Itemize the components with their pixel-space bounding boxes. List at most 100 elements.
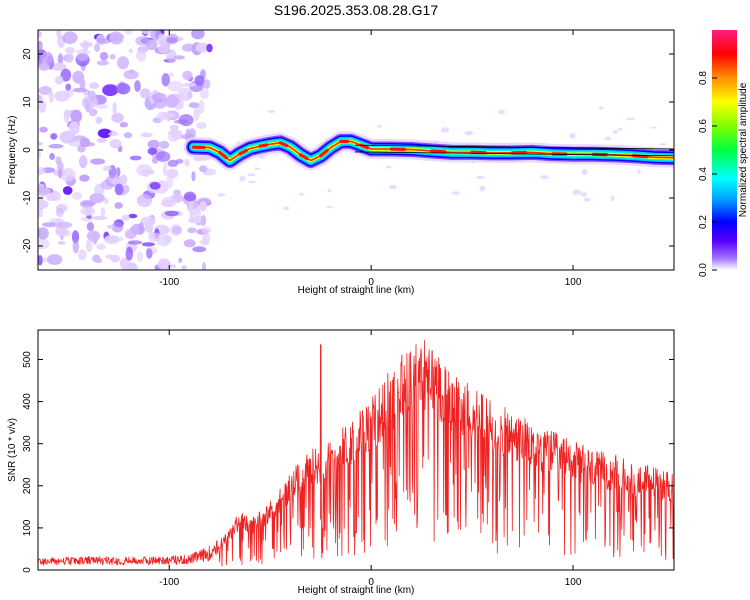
colorbar-tick-label: 0.2 — [698, 215, 709, 229]
noise-blob — [188, 199, 194, 212]
noise-blob — [104, 197, 109, 205]
snr-line — [38, 340, 674, 567]
noise-speckle — [239, 175, 246, 182]
noise-blob — [164, 210, 179, 217]
x-tick-label: 0 — [368, 577, 374, 588]
noise-speckle — [580, 192, 588, 197]
colorbar-tick-label: 0.6 — [698, 119, 709, 133]
noise-blob — [96, 243, 107, 250]
snr-ylabel: SNR (10 * v/v) — [7, 418, 18, 482]
noise-blob — [91, 215, 108, 220]
noise-blob — [146, 248, 153, 259]
noise-blob — [92, 254, 101, 263]
noise-speckle — [248, 180, 256, 184]
noise-blob — [71, 192, 83, 200]
noise-blob — [90, 158, 105, 165]
noise-blob — [38, 237, 50, 250]
spectrogram-x-axis: -100 0 100 — [159, 30, 582, 288]
noise-blob — [128, 48, 133, 54]
noise-blob — [54, 75, 64, 85]
noise-blob — [78, 249, 87, 261]
noise-blob — [167, 80, 184, 92]
noise-speckle — [254, 167, 260, 170]
noise-blob — [79, 41, 93, 48]
noise-blob — [80, 199, 94, 209]
noise-blob — [92, 97, 98, 107]
noise-blob — [114, 183, 124, 196]
noise-blob — [140, 132, 153, 138]
noise-blob — [109, 139, 122, 149]
noise-blob — [159, 140, 170, 149]
noise-speckle — [610, 195, 615, 202]
noise-blob — [169, 124, 179, 131]
noise-blob — [50, 62, 67, 71]
noise-blob — [173, 55, 186, 60]
noise-blob — [38, 183, 45, 189]
noise-blob — [120, 259, 132, 270]
noise-blob — [38, 94, 43, 103]
noise-blob — [42, 257, 49, 263]
noise-blob — [79, 174, 90, 182]
noise-blob — [100, 207, 106, 217]
noise-speckle — [540, 175, 549, 180]
noise-blob — [38, 86, 52, 95]
noise-speckle — [326, 205, 332, 209]
noise-blob — [40, 51, 54, 64]
noise-blob — [38, 40, 43, 51]
noise-blob — [163, 263, 177, 269]
spectrogram-xlabel: Height of straight line (km) — [298, 285, 415, 296]
noise-blob — [62, 31, 78, 44]
noise-blob — [38, 100, 47, 114]
y-tick-label: 300 — [22, 435, 33, 452]
noise-blob — [111, 112, 124, 123]
noise-blob — [84, 142, 96, 147]
y-tick-label: -10 — [22, 190, 33, 205]
noise-blob — [50, 133, 58, 140]
noise-blob — [123, 132, 133, 139]
noise-blob — [96, 60, 109, 66]
noise-blob — [107, 224, 114, 229]
ridge-hotspot — [319, 148, 329, 158]
noise-speckle — [604, 136, 612, 141]
noise-speckle — [217, 193, 226, 197]
noise-blob — [166, 94, 178, 108]
spectrogram-ylabel: Frequency (Hz) — [7, 116, 18, 185]
noise-blob — [187, 227, 197, 234]
noise-blob — [78, 155, 88, 169]
colorbar-ticks: 0.0 0.2 0.4 0.6 0.8 — [698, 71, 717, 277]
noise-blob — [193, 107, 200, 121]
noise-speckle — [650, 126, 657, 129]
noise-blob — [112, 102, 117, 116]
noise-blob — [129, 155, 142, 161]
noise-speckle — [583, 198, 591, 202]
noise-blob — [104, 235, 120, 244]
noise-speckle — [389, 184, 397, 190]
noise-blob — [160, 199, 174, 207]
noise-blob — [65, 83, 72, 91]
noise-blob — [72, 87, 88, 93]
noise-blob — [85, 238, 93, 253]
noise-blob — [166, 174, 174, 188]
colorbar-label: Normalized spectral amplitude — [738, 82, 749, 217]
fit-line — [354, 144, 674, 150]
noise-blob — [94, 43, 101, 52]
noise-blob — [195, 42, 210, 53]
noise-blob — [134, 80, 141, 92]
noise-blob — [127, 240, 143, 245]
noise-blob — [111, 221, 124, 233]
noise-blob — [135, 36, 151, 46]
noise-blob — [140, 216, 156, 227]
noise-speckle — [626, 117, 635, 121]
fit-line — [354, 151, 674, 157]
snr-y-axis: 0 100 200 300 400 500 — [22, 351, 674, 573]
noise-blob — [123, 30, 134, 35]
noise-blob — [55, 156, 62, 165]
noise-speckle — [386, 165, 392, 169]
noise-speckle — [497, 109, 506, 115]
noise-blob — [95, 116, 103, 125]
noise-speckle — [268, 110, 275, 113]
x-tick-label: 0 — [368, 277, 374, 288]
noise-blob — [166, 49, 177, 63]
noise-blob — [96, 38, 112, 44]
noise-blob — [38, 255, 43, 266]
